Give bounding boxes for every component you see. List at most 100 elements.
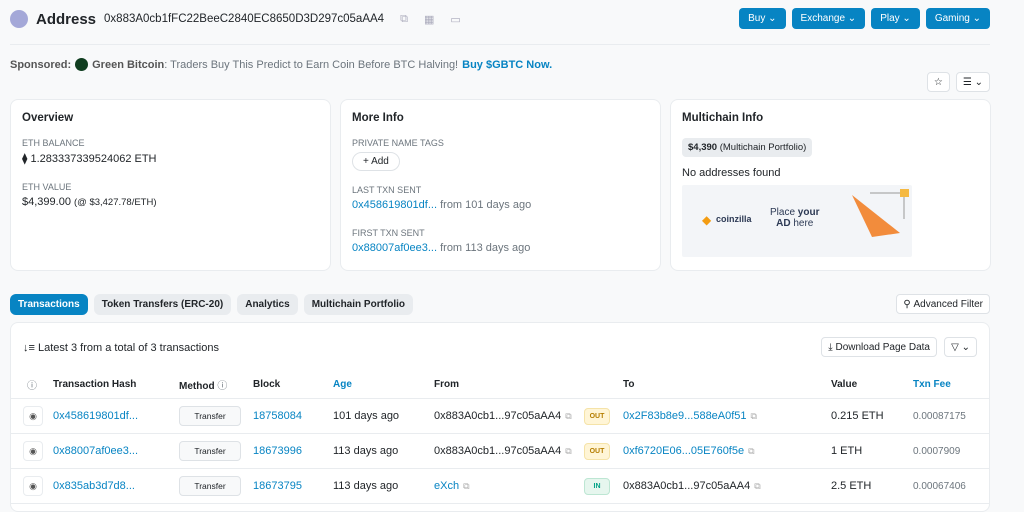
multichain-portfolio-pill[interactable]: $4,390 (Multichain Portfolio) [682, 138, 813, 157]
divider [10, 44, 990, 45]
favorite-star-button[interactable]: ☆ [926, 72, 950, 92]
copy-icon[interactable]: ⧉ [463, 481, 470, 491]
value-cell: 2.5 ETH [831, 468, 913, 504]
block-link[interactable]: 18673996 [253, 445, 302, 457]
eye-icon[interactable]: ◉ [23, 441, 43, 461]
col-value: Value [831, 371, 913, 399]
sponsor-cta-link[interactable]: Buy $GBTC Now. [462, 58, 553, 71]
tab-analytics[interactable]: Analytics [237, 294, 298, 315]
first-txn-link[interactable]: 0x88007af0ee3... [352, 242, 438, 254]
col-method: Method ⓘ [179, 371, 253, 399]
method-badge: Transfer [179, 406, 241, 426]
col-age[interactable]: Age [333, 371, 434, 399]
method-badge: Transfer [179, 441, 241, 461]
to-address[interactable]: 0xf6720E06...05E760f5e [623, 445, 745, 457]
last-txn-link[interactable]: 0x458619801df... [352, 199, 438, 211]
address-text: 0x883A0cb1fFC22BeeC2840EC8650D3D297c05aA… [104, 13, 385, 25]
col-txn-hash: Transaction Hash [53, 371, 179, 399]
to-address: 0x883A0cb1...97c05aAA4 [623, 480, 751, 492]
sponsor-text: : Traders Buy This Predict to Earn Coin … [164, 58, 459, 71]
direction-badge: IN [584, 477, 610, 495]
copy-icon[interactable]: ⧉ [748, 446, 755, 456]
page-title: Address [36, 10, 97, 28]
first-txn-age: from 113 days ago [440, 242, 531, 254]
value-cell: 0.215 ETH [831, 398, 913, 434]
download-icon: ⤓ [828, 341, 836, 353]
copy-icon[interactable]: ⧉ [750, 411, 757, 421]
col-from: From [434, 371, 584, 399]
no-addresses-text: No addresses found [682, 167, 781, 179]
col-txn-fee[interactable]: Txn Fee [913, 371, 989, 399]
multichain-card: Multichain Info $4,390 (Multichain Portf… [670, 99, 991, 271]
help-icon: ⓘ [217, 381, 228, 392]
table-row: ◉ 0x88007af0ee3... Transfer 18673996 113… [11, 433, 989, 469]
age-cell: 113 days ago [333, 433, 434, 469]
age-cell: 101 days ago [333, 398, 434, 434]
eth-price: (@ $3,427.78/ETH) [74, 197, 157, 208]
comment-icon[interactable]: ▭ [450, 13, 461, 26]
green-bitcoin-logo-icon [75, 58, 89, 71]
block-link[interactable]: 18758084 [253, 410, 302, 422]
qr-code-icon[interactable]: ▦ [423, 13, 435, 26]
eth-value-label: ETH VALUE [22, 182, 72, 192]
ad-corner-graphic-icon [852, 189, 909, 237]
txn-hash-link[interactable]: 0x88007af0ee3... [53, 445, 139, 457]
eth-icon: ⧫ [22, 153, 31, 165]
from-address: 0x883A0cb1...97c05aAA4 [434, 445, 562, 457]
sponsor-name: Green Bitcoin [92, 58, 165, 71]
direction-badge: OUT [584, 407, 610, 425]
advanced-filter-button[interactable]: ⚲ Advanced Filter [896, 294, 990, 314]
block-link[interactable]: 18673795 [253, 480, 302, 492]
more-options-button[interactable]: ☰ ⌄ [955, 72, 990, 92]
txn-fee-cell: 0.0007909 [913, 433, 989, 469]
age-cell: 113 days ago [333, 468, 434, 504]
overview-card: Overview ETH BALANCE ⧫ 1.283337339524062… [10, 99, 331, 271]
tab-bar: Transactions Token Transfers (ERC-20) An… [10, 294, 414, 315]
table-row: ◉ 0x458619801df... Transfer 18758084 101… [11, 398, 989, 434]
txn-hash-link[interactable]: 0x835ab3d7d8... [53, 480, 135, 492]
private-name-tags-label: PRIVATE NAME TAGS [352, 138, 444, 148]
txn-fee-cell: 0.00067406 [913, 468, 989, 504]
table-row: ◉ 0x835ab3d7d8... Transfer 18673795 113 … [11, 468, 989, 504]
table-header-row: ⓘ Transaction Hash Method ⓘ Block Age Fr… [11, 371, 989, 399]
sponsored-banner: Sponsored: Green Bitcoin: Traders Buy Th… [10, 58, 552, 71]
to-address[interactable]: 0x2F83b8e9...588eA0f51 [623, 410, 747, 422]
eye-icon[interactable]: ◉ [23, 476, 43, 496]
gaming-button[interactable]: Gaming ⌄ [925, 8, 990, 29]
transactions-table: ⓘ Transaction Hash Method ⓘ Block Age Fr… [11, 371, 989, 504]
from-address[interactable]: eXch [434, 480, 460, 492]
eth-balance: 1.283337339524062 ETH [30, 153, 157, 165]
buy-button[interactable]: Buy ⌄ [739, 8, 786, 29]
more-info-card: More Info PRIVATE NAME TAGS + Add LAST T… [340, 99, 661, 271]
copy-icon[interactable]: ⧉ [754, 481, 761, 491]
download-page-data-button[interactable]: ⤓ Download Page Data [821, 337, 937, 357]
last-txn-age: from 101 days ago [440, 199, 532, 211]
txn-hash-link[interactable]: 0x458619801df... [53, 410, 139, 422]
last-txn-label: LAST TXN SENT [352, 185, 422, 195]
eth-balance-label: ETH BALANCE [22, 138, 85, 148]
copy-icon[interactable]: ⧉ [565, 411, 572, 421]
tab-token-transfers[interactable]: Token Transfers (ERC-20) [93, 294, 232, 315]
filter-icon: ⚲ [903, 298, 914, 310]
sort-icon: ↓≡ [23, 342, 38, 354]
coinzilla-logo-icon: ◆ [702, 213, 712, 227]
ad-banner[interactable]: ◆ coinzilla Place your AD here [682, 185, 912, 257]
page-header: Address 0x883A0cb1fFC22BeeC2840EC8650D3D… [10, 8, 461, 30]
add-tag-button[interactable]: + Add [352, 152, 400, 171]
copy-icon[interactable]: ⧉ [565, 446, 572, 456]
tab-multichain-portfolio[interactable]: Multichain Portfolio [303, 294, 414, 315]
tab-transactions[interactable]: Transactions [10, 294, 88, 315]
copy-icon[interactable]: ⧉ [400, 12, 408, 25]
play-button[interactable]: Play ⌄ [871, 8, 920, 29]
eye-icon[interactable]: ◉ [23, 406, 43, 426]
col-block: Block [253, 371, 333, 399]
from-address: 0x883A0cb1...97c05aAA4 [434, 410, 562, 422]
method-badge: Transfer [179, 476, 241, 496]
exchange-button[interactable]: Exchange ⌄ [791, 8, 866, 29]
txn-summary: ↓≡ Latest 3 from a total of 3 transactio… [23, 342, 219, 354]
help-icon[interactable]: ⓘ [27, 381, 37, 392]
col-to: To [623, 371, 831, 399]
filter-dropdown-button[interactable]: ▽ ⌄ [944, 337, 977, 357]
ad-text: Place your AD here [770, 207, 820, 229]
direction-badge: OUT [584, 442, 610, 460]
